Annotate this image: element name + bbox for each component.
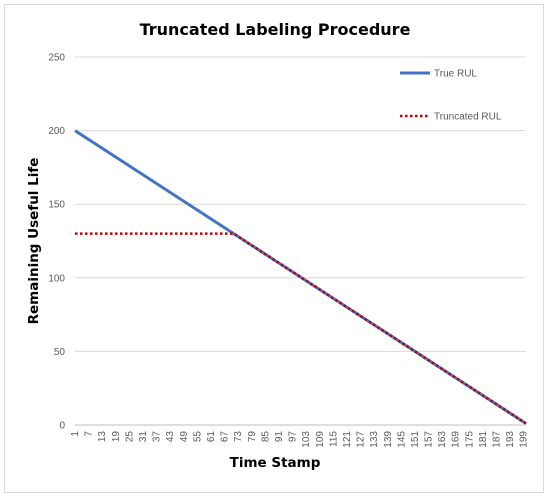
x-tick-label: 19 [111,431,122,443]
x-tick-label: 79 [247,431,258,443]
x-tick-label: 157 [424,431,435,448]
x-tick-label: 103 [301,431,312,448]
y-tick-label: 200 [48,126,65,137]
x-tick-label: 37 [152,431,163,443]
x-tick-label: 31 [138,431,149,443]
x-tick-label: 49 [179,431,190,443]
x-tick-label: 127 [356,431,367,448]
chart-frame [4,4,544,493]
x-tick-label: 163 [437,431,448,448]
y-tick-label: 50 [54,347,66,358]
x-tick-label: 25 [124,431,135,443]
x-tick-label: 73 [233,431,244,443]
x-tick-label: 115 [328,431,339,447]
y-tick-label: 100 [48,273,65,284]
x-tick-label: 61 [206,431,217,443]
series-line-1 [75,232,527,425]
x-tick-label: 181 [478,431,489,448]
x-tick-label: 109 [315,431,326,448]
legend-label-1: Truncated RUL [434,112,502,123]
x-tick-label: 133 [369,431,380,448]
x-tick-label: 193 [505,431,516,448]
x-tick-label: 169 [451,431,462,448]
x-tick-label: 97 [288,431,299,443]
y-tick-label: 0 [59,421,65,432]
x-tick-label: 175 [464,431,475,448]
x-tick-label: 67 [220,431,231,443]
series-line-0 [74,129,527,425]
x-tick-label: 139 [383,431,394,448]
y-tick-label: 150 [48,200,65,211]
x-tick-label: 145 [396,431,407,448]
x-tick-label: 1 [70,431,81,437]
y-tick-label: 250 [48,53,65,64]
x-tick-label: 13 [97,431,108,443]
chart-title: Truncated Labeling Procedure [139,20,411,39]
x-tick-label: 121 [342,431,353,448]
x-axis-label: Time Stamp [229,455,321,471]
x-tick-label: 43 [165,431,176,443]
x-tick-label: 199 [519,431,530,448]
x-tick-label: 151 [410,431,421,448]
x-tick-label: 55 [192,431,203,443]
x-tick-label: 91 [274,431,285,443]
x-tick-label: 85 [260,431,271,443]
legend-label-0: True RUL [434,69,477,80]
x-tick-label: 7 [84,431,95,437]
x-tick-label: 187 [492,431,503,448]
